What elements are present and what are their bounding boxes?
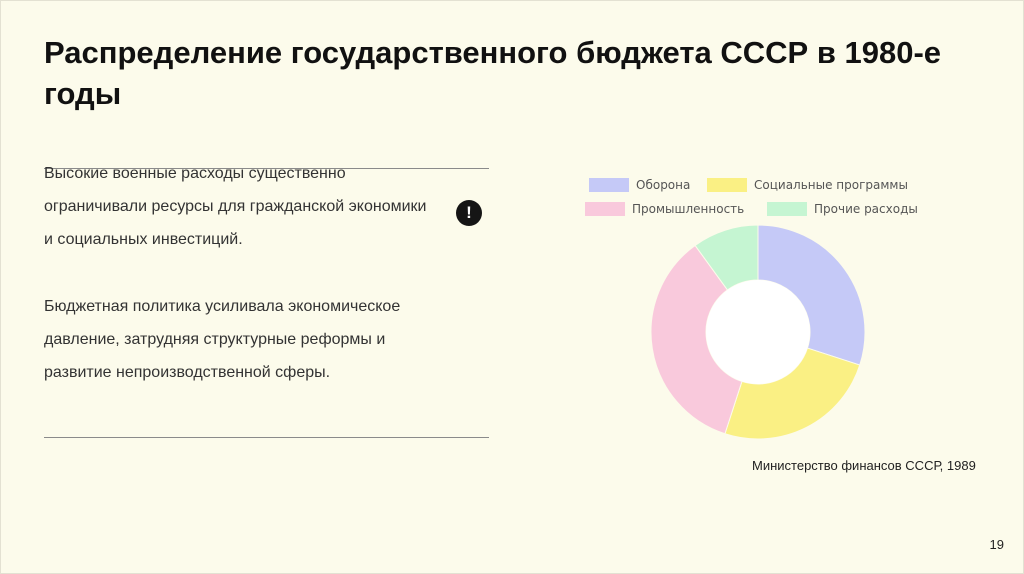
donut-slice-industry[interactable] xyxy=(650,244,743,435)
slide-title: Распределение государственного бюджета С… xyxy=(44,35,942,111)
page-number: 19 xyxy=(989,537,1004,552)
legend-label-defense: Оборона xyxy=(636,178,691,192)
budget-donut-chart xyxy=(650,224,866,440)
legend-label-social: Социальные программы xyxy=(754,178,908,192)
bottom-divider xyxy=(44,437,489,438)
paragraph-budget-policy: Бюджетная политика усиливала экономическ… xyxy=(44,298,401,381)
legend-swatch-industry xyxy=(585,202,625,216)
source-caption: Министерство финансов СССР, 1989 xyxy=(752,458,976,473)
donut-hole xyxy=(706,280,810,384)
legend-label-other: Прочие расходы xyxy=(814,202,918,216)
chart-legend: Оборона Социальные программы Промышленно… xyxy=(560,172,960,222)
legend-label-industry: Промышленность xyxy=(632,202,745,216)
top-divider xyxy=(44,168,489,169)
paragraph-military-spending: Высокие военные расходы существенно огра… xyxy=(44,165,427,248)
exclamation-circle-icon: ! xyxy=(456,200,482,226)
legend-swatch-defense xyxy=(589,178,629,192)
text-block: Высокие военные расходы существенно огра… xyxy=(44,165,489,438)
legend-swatch-other xyxy=(767,202,807,216)
legend-swatch-social xyxy=(707,178,747,192)
